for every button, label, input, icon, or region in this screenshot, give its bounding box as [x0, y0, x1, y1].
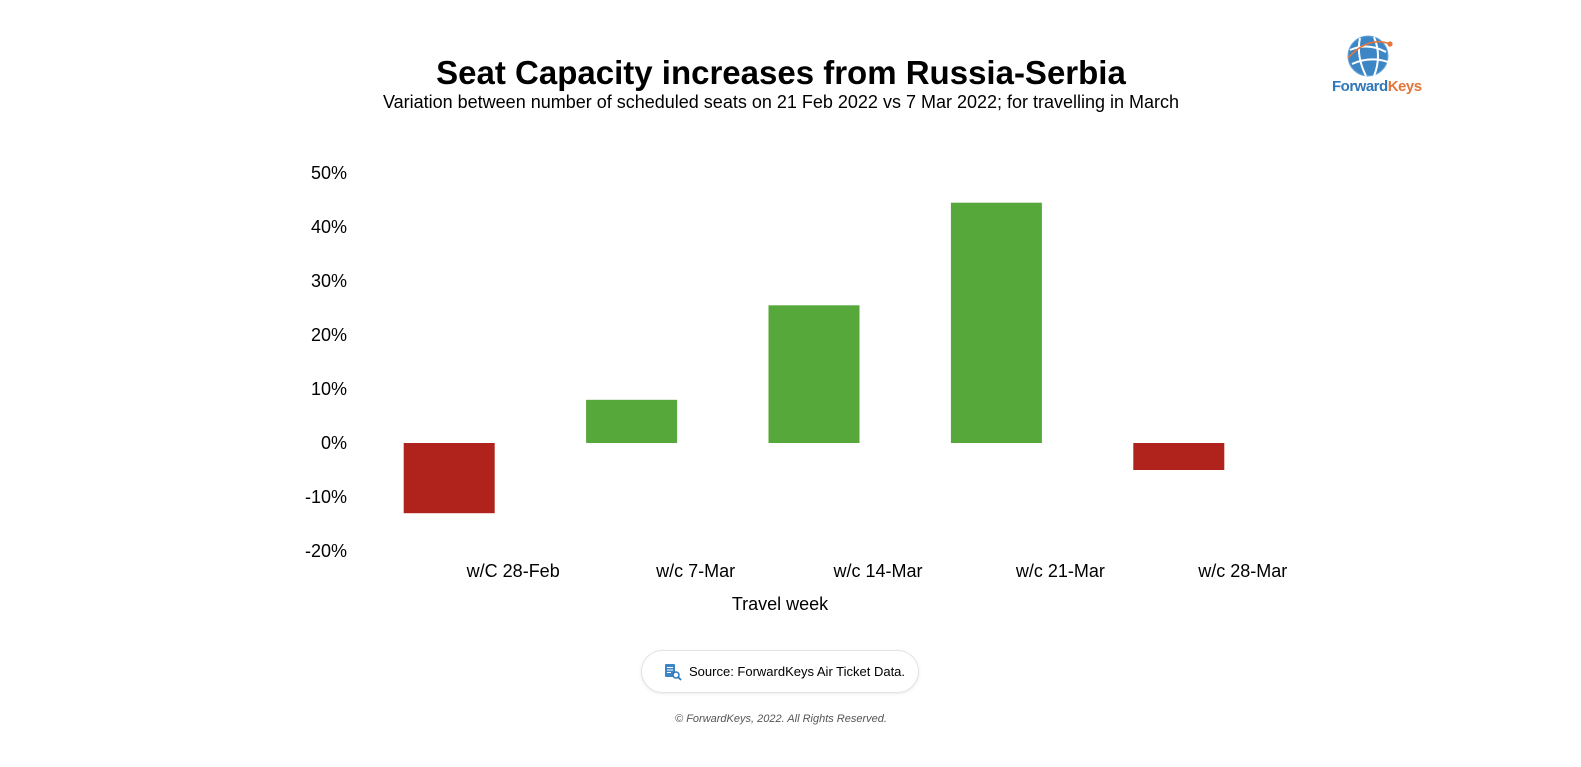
copyright-text: © ForwardKeys, 2022. All Rights Reserved… — [675, 713, 887, 725]
source-text: Source: ForwardKeys Air Ticket Data. — [689, 664, 906, 679]
bar-3 — [768, 305, 860, 443]
globe-icon — [1347, 35, 1393, 77]
x-axis-label: Travel week — [732, 594, 829, 614]
y-tick-label: 20% — [311, 325, 347, 345]
x-tick-label: w/c 28-Mar — [1197, 561, 1287, 581]
chart-subtitle: Variation between number of scheduled se… — [382, 92, 1180, 112]
x-tick-label: w/c 7-Mar — [655, 561, 735, 581]
bar-2 — [586, 399, 678, 443]
bar-chart: -20% -10% 0% 10% 20% 30% 40% 50% w/C 28-Feb w/c … — [305, 163, 1287, 614]
bar-5 — [1133, 443, 1225, 470]
x-tick-label: w/c 14-Mar — [832, 561, 922, 581]
source-badge: Source: ForwardKeys Air Ticket Data. — [641, 650, 919, 693]
y-tick-label: -10% — [305, 487, 347, 507]
forwardkeys-logo: ForwardKeys — [1326, 30, 1422, 100]
bar-1 — [403, 443, 495, 514]
y-tick-label: -20% — [305, 541, 347, 561]
x-tick-label: w/C 28-Feb — [466, 561, 560, 581]
y-tick-label: 40% — [311, 217, 347, 237]
document-search-icon — [665, 664, 682, 681]
bar-4 — [950, 202, 1042, 443]
y-tick-label: 0% — [321, 433, 347, 453]
chart-title: Seat Capacity increases from Russia-Serb… — [436, 54, 1126, 91]
logo-wordmark: ForwardKeys — [1332, 78, 1422, 95]
y-tick-label: 10% — [311, 379, 347, 399]
y-tick-label: 50% — [311, 163, 347, 183]
x-tick-label: w/c 21-Mar — [1015, 561, 1105, 581]
y-tick-label: 30% — [311, 271, 347, 291]
